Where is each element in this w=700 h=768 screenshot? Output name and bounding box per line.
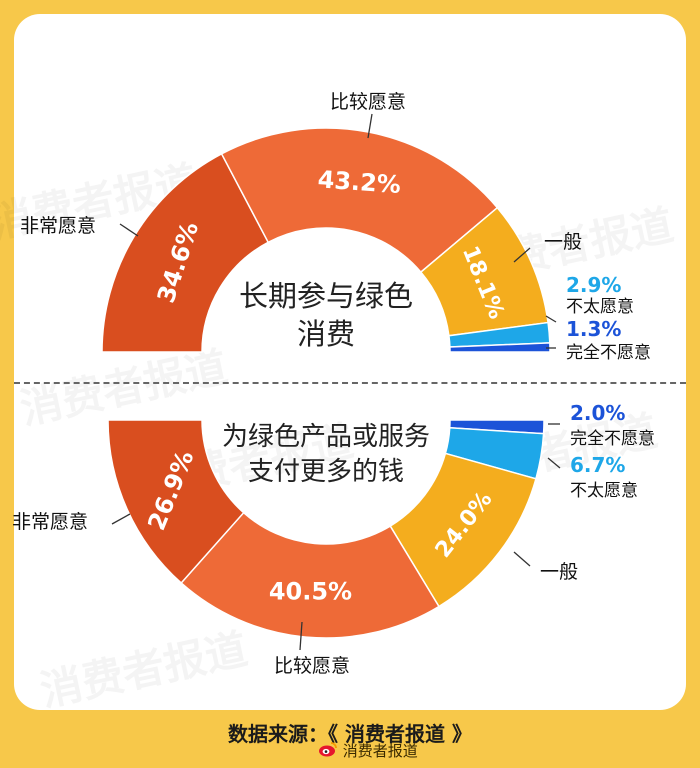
category-label-not-at-all-willing: 完全不愿意 <box>566 343 651 363</box>
leader-line-very-willing <box>119 223 139 237</box>
weibo-credit: 消费者报道 <box>318 740 418 761</box>
leader-line-neutral <box>513 551 531 567</box>
donut-slice-very-willing <box>107 419 245 585</box>
value-label-not-at-all-willing: 2.0% <box>570 401 625 425</box>
leader-line-fairly-willing <box>367 113 373 139</box>
category-label-very-willing: 非常愿意 <box>12 511 88 533</box>
category-label-fairly-willing: 比较愿意 <box>330 91 406 113</box>
donut-slice-very-willing <box>101 152 270 353</box>
leader-line-not-very-willing <box>545 315 557 323</box>
category-label-very-willing: 非常愿意 <box>20 215 96 237</box>
section-divider <box>14 382 686 384</box>
value-label-not-very-willing: 2.9% <box>566 273 621 297</box>
donut-slice-not-at-all-willing <box>449 342 551 353</box>
bottom-donut-chart: 2.0%完全不愿意6.7%不太愿意24.0%一般40.5%比较愿意26.9%非常… <box>12 401 655 677</box>
bottom-chart-title-line1: 为绿色产品或服务 <box>222 422 430 452</box>
watermark-text: 消费者报道 <box>36 624 252 716</box>
donut-slice-fairly-willing <box>180 511 440 639</box>
top-chart-title-line1: 长期参与绿色 <box>239 279 413 313</box>
leader-line-fairly-willing <box>299 621 303 651</box>
value-label-fairly-willing: 40.5% <box>269 577 352 605</box>
category-label-neutral: 一般 <box>544 231 582 253</box>
weibo-logo-icon <box>318 741 338 761</box>
category-label-not-very-willing: 不太愿意 <box>570 481 638 501</box>
category-label-not-very-willing: 不太愿意 <box>566 297 634 317</box>
category-label-not-at-all-willing: 完全不愿意 <box>570 429 655 449</box>
bottom-chart-title-line2: 支付更多的钱 <box>248 457 404 487</box>
value-label-not-very-willing: 6.7% <box>570 453 625 477</box>
category-label-fairly-willing: 比较愿意 <box>274 655 350 677</box>
leader-line-not-very-willing <box>547 457 561 469</box>
value-label-not-at-all-willing: 1.3% <box>566 317 621 341</box>
weibo-label: 消费者报道 <box>342 742 418 760</box>
data-source: 数据来源：《 消费者报道 》 <box>228 722 472 746</box>
top-chart-title-line2: 消费 <box>297 317 355 351</box>
donut-slice-fairly-willing <box>220 127 499 274</box>
top-donut-chart: 34.6%非常愿意43.2%比较愿意18.1%一般2.9%不太愿意1.3%完全不… <box>20 91 651 363</box>
category-label-neutral: 一般 <box>540 561 578 583</box>
leader-line-very-willing <box>111 513 131 525</box>
leader-line-neutral <box>513 247 531 263</box>
value-label-fairly-willing: 43.2% <box>317 165 402 199</box>
